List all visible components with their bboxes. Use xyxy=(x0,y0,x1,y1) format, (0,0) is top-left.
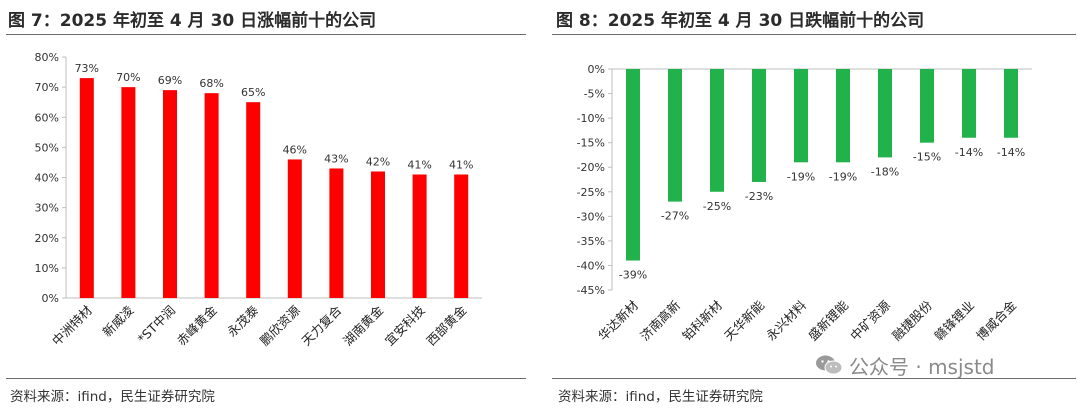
bar xyxy=(246,102,261,298)
y-tick-label: 40% xyxy=(35,172,59,185)
data-label: 68% xyxy=(199,77,223,90)
right-bar-chart: 0% -5% -10% -15% -20% -25% -30% -35% -40% -45% -39… xyxy=(577,63,1032,344)
left-title-rule xyxy=(6,34,526,35)
data-label: -25% xyxy=(703,200,731,213)
category-label: 天华新能 xyxy=(721,297,767,343)
y-tick-label: 0% xyxy=(588,63,605,76)
bar xyxy=(710,69,724,192)
data-label: -39% xyxy=(619,269,647,282)
bar xyxy=(962,69,976,138)
bar xyxy=(878,69,892,158)
category-label: 博威合金 xyxy=(973,297,1019,343)
right-chart-title: 图 8：2025 年初至 4 月 30 日跌幅前十的公司 xyxy=(556,11,925,31)
right-chart-panel: 图 8：2025 年初至 4 月 30 日跌幅前十的公司 0% -5% -10% -1… xyxy=(548,0,1080,408)
data-label: -23% xyxy=(745,190,773,203)
bar xyxy=(79,78,94,299)
category-label: 新威凌 xyxy=(99,302,136,339)
y-tick-label: -10% xyxy=(577,112,605,125)
left-bar-chart: 0% 10% 20% 30% 40% 50% 60% 70% 80% 73% 中洲特材 70% 新威凌 6… xyxy=(35,51,482,349)
data-label: -15% xyxy=(913,151,941,164)
bar xyxy=(121,87,136,298)
y-tick-label: -5% xyxy=(584,88,605,101)
y-tick-label: -30% xyxy=(577,210,605,223)
data-label: 69% xyxy=(158,74,182,87)
data-label: -14% xyxy=(997,146,1025,159)
category-label: 天力复合 xyxy=(299,302,345,348)
y-tick-label: 30% xyxy=(35,202,59,215)
left-chart-panel: 图 7：2025 年初至 4 月 30 日涨幅前十的公司 0% 10% 20% 30%… xyxy=(0,0,530,408)
data-label: -19% xyxy=(787,170,815,183)
bar xyxy=(287,159,302,298)
category-label: 永兴材料 xyxy=(763,297,809,343)
right-title-rule xyxy=(552,34,1076,35)
y-tick-label: 10% xyxy=(35,262,59,275)
data-label: 65% xyxy=(241,86,265,99)
category-label: 盛新锂能 xyxy=(805,297,851,343)
category-label: 湖南黄金 xyxy=(340,302,386,348)
data-label: -14% xyxy=(955,146,983,159)
bar xyxy=(371,171,385,298)
bar xyxy=(204,93,219,299)
data-label: -19% xyxy=(829,170,857,183)
left-source-note: 资料来源：ifind，民生证券研究院 xyxy=(10,389,215,405)
y-tick-label: -25% xyxy=(577,186,605,199)
y-tick-label: 50% xyxy=(35,141,59,154)
category-label: *ST中润 xyxy=(134,303,178,347)
category-label: 中洲特材 xyxy=(49,303,95,349)
bar xyxy=(668,69,682,202)
y-tick-label: 70% xyxy=(35,81,59,94)
category-label: 融捷股份 xyxy=(889,297,935,343)
bar xyxy=(794,69,808,163)
left-chart-title: 图 7：2025 年初至 4 月 30 日涨幅前十的公司 xyxy=(8,11,377,31)
category-label: 西部黄金 xyxy=(423,302,469,348)
category-label: 宜安科技 xyxy=(382,302,428,348)
data-label: 46% xyxy=(283,143,307,156)
right-source-note: 资料来源：ifind，民生证券研究院 xyxy=(558,389,763,405)
y-tick-label: 20% xyxy=(35,232,59,245)
bar xyxy=(454,174,469,298)
data-label: -27% xyxy=(661,210,689,223)
right-source-rule xyxy=(552,378,1076,379)
data-label: -18% xyxy=(871,165,899,178)
data-label: 73% xyxy=(75,62,99,75)
data-label: 43% xyxy=(324,152,348,165)
y-tick-label: -45% xyxy=(577,284,605,297)
category-label: 华达新材 xyxy=(595,298,641,344)
y-tick-label: -20% xyxy=(577,161,605,174)
watermark: 公众号 · msjstd xyxy=(815,350,995,380)
y-tick-label: -35% xyxy=(577,235,605,248)
y-tick-label: 0% xyxy=(42,292,59,305)
category-label: 赣锋锂业 xyxy=(931,298,977,344)
bar xyxy=(1004,69,1018,138)
category-label: 永茂泰 xyxy=(224,302,261,339)
category-label: 赤峰黄金 xyxy=(174,302,220,348)
y-tick-label: 80% xyxy=(35,51,59,64)
bar xyxy=(329,168,344,298)
bar xyxy=(412,174,427,298)
data-label: 41% xyxy=(449,158,473,171)
category-label: 铂科新材 xyxy=(679,298,725,344)
bar xyxy=(626,69,640,261)
y-tick-label: -15% xyxy=(577,137,605,150)
bar xyxy=(920,69,934,143)
data-label: 42% xyxy=(366,155,390,168)
category-label: 中矿资源 xyxy=(847,297,893,343)
category-label: 济南高新 xyxy=(637,298,683,344)
bar xyxy=(163,90,177,298)
category-label: 鹏欣资源 xyxy=(257,302,303,348)
y-tick-label: -40% xyxy=(577,259,605,272)
left-source-rule xyxy=(6,378,526,379)
watermark-text: 公众号 · msjstd xyxy=(849,354,995,379)
wechat-icon xyxy=(816,355,843,375)
bar xyxy=(836,69,850,163)
bar xyxy=(752,69,766,182)
data-label: 70% xyxy=(116,71,140,84)
y-tick-label: 60% xyxy=(35,111,59,124)
data-label: 41% xyxy=(407,158,431,171)
